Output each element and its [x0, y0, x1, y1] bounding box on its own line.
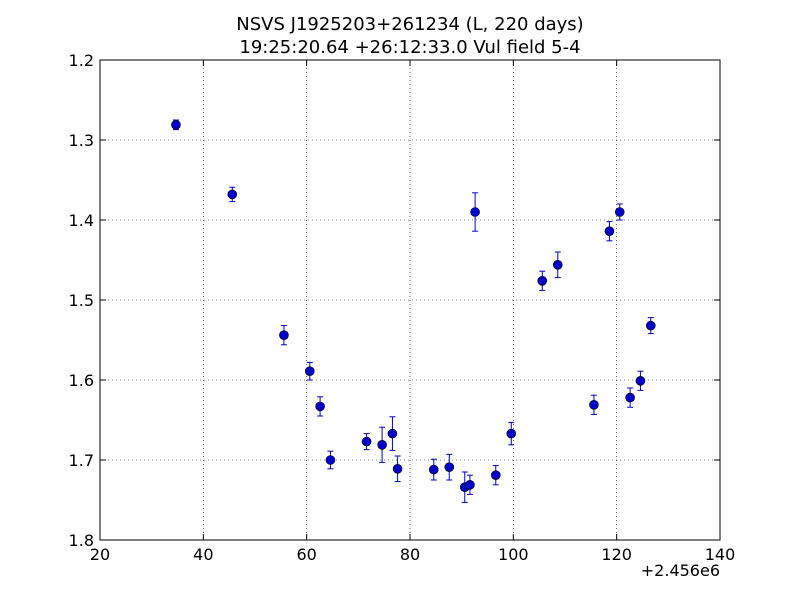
- y-tick-label: 1.2: [69, 51, 94, 70]
- data-point: [361, 436, 372, 447]
- data-point: [279, 330, 289, 341]
- chart-subtitle: 19:25:20.64 +26:12:33.0 Vul field 5-4: [239, 37, 580, 58]
- y-tick-label: 1.6: [69, 371, 94, 390]
- x-tick-label: 20: [90, 545, 110, 564]
- x-tick-label: 120: [601, 545, 632, 564]
- axis-ticks: 20 40 60 80 100 120 140 1.2 1.3 1.4 1.5 1.6 1.7 1.8: [69, 51, 736, 564]
- data-point: [392, 463, 403, 474]
- data-point: [604, 226, 615, 236]
- data-point: [171, 120, 181, 130]
- data-point: [625, 392, 635, 403]
- x-tick-label: 80: [400, 545, 420, 564]
- data-point: [470, 207, 480, 217]
- data-point: [537, 275, 548, 286]
- y-tick-label: 1.7: [69, 451, 94, 470]
- data-point: [490, 470, 501, 481]
- y-tick-label: 1.3: [69, 131, 94, 150]
- y-tick-label: 1.8: [69, 531, 94, 550]
- y-tick-label: 1.5: [69, 291, 94, 310]
- x-tick-label: 100: [498, 545, 529, 564]
- error-bars: [172, 119, 654, 503]
- data-point: [304, 366, 315, 377]
- x-tick-label: 60: [296, 545, 316, 564]
- data-point: [227, 189, 238, 200]
- data-point: [635, 375, 646, 386]
- chart-title: NSVS J1925203+261234 (L, 220 days): [236, 14, 583, 35]
- y-tick-label: 1.4: [69, 211, 94, 230]
- data-point: [589, 399, 599, 410]
- data-point: [645, 320, 656, 331]
- grid: [100, 60, 720, 540]
- data-point: [428, 464, 439, 475]
- data-points: [171, 120, 656, 493]
- data-point: [465, 479, 475, 490]
- data-point: [387, 428, 398, 439]
- data-point: [325, 455, 336, 465]
- data-point: [614, 207, 625, 217]
- x-tick-label: 40: [193, 545, 213, 564]
- data-point: [444, 462, 455, 473]
- plot-frame: [99, 59, 721, 541]
- data-point: [506, 428, 517, 439]
- data-point: [377, 439, 387, 450]
- x-tick-label: 140: [705, 545, 736, 564]
- data-point: [552, 259, 563, 270]
- x-offset-label: +2.456e6: [641, 561, 720, 580]
- data-point: [315, 401, 325, 412]
